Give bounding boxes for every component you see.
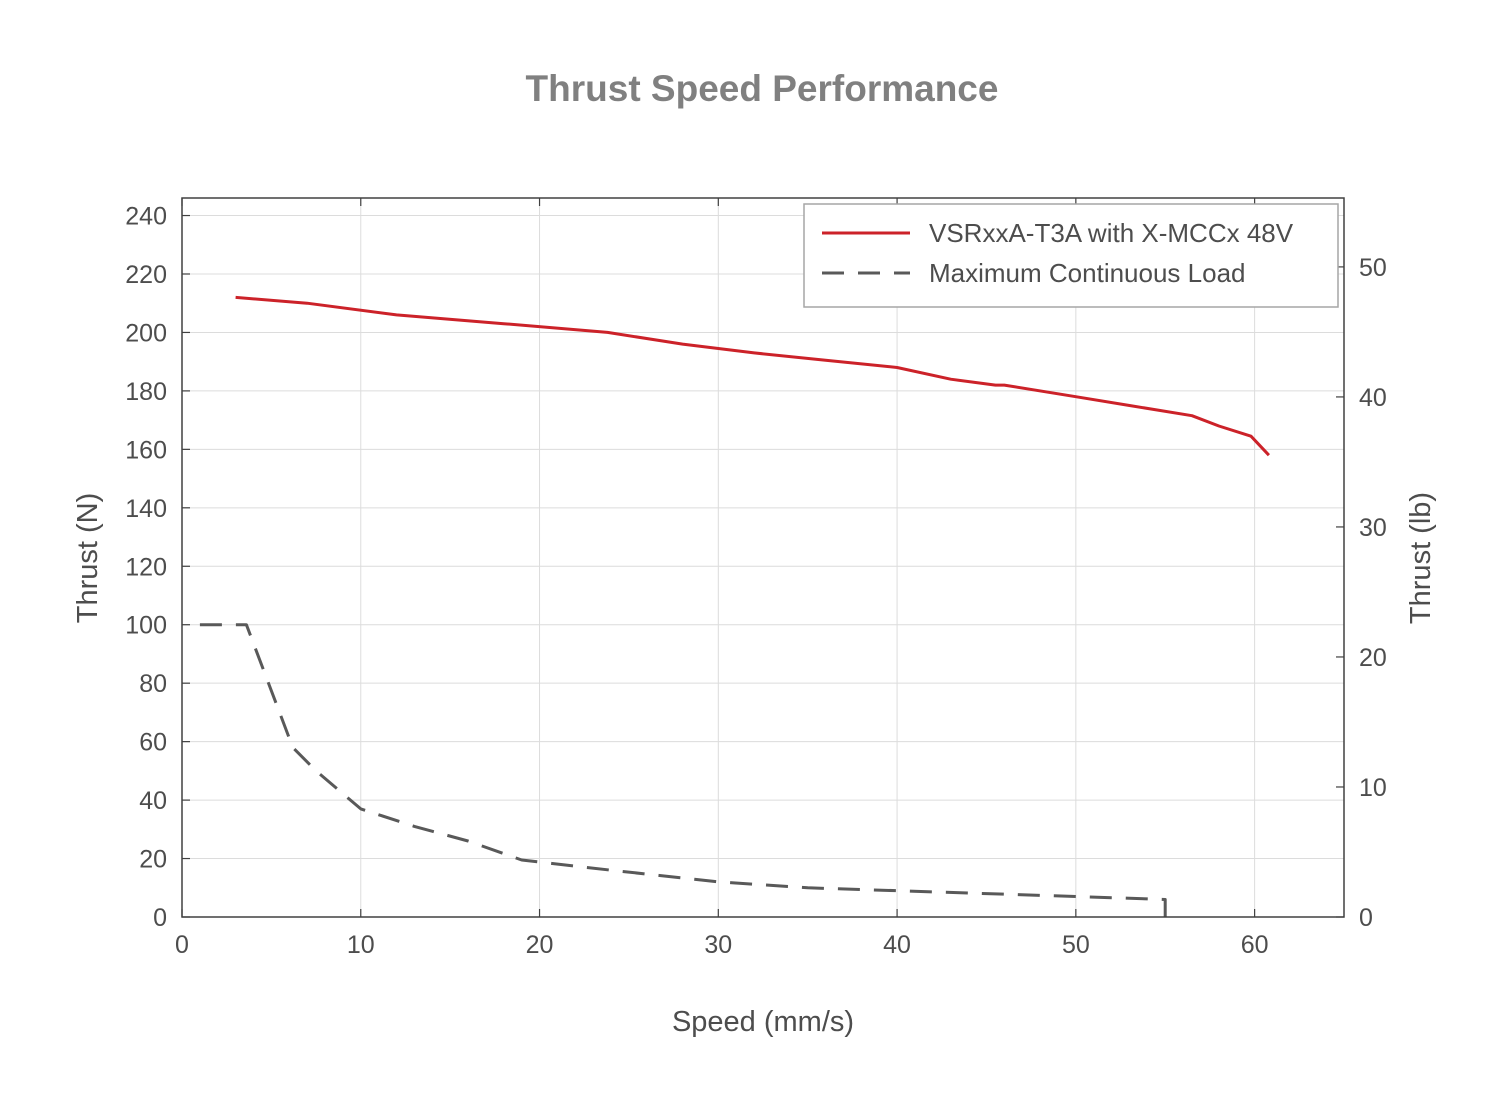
x-tick-label: 50 — [1062, 931, 1090, 959]
x-tick-label: 40 — [883, 931, 911, 959]
y2-axis-ticks: 0 10 20 30 40 50 — [1336, 254, 1387, 932]
y-tick-label: 180 — [125, 378, 167, 406]
x-tick-label: 10 — [347, 931, 375, 959]
legend-box — [803, 203, 1339, 308]
y-tick-label: 60 — [139, 729, 167, 757]
x-tick-label: 20 — [526, 931, 554, 959]
y-tick-label: 200 — [125, 319, 167, 347]
y-tick-label: 40 — [139, 787, 167, 815]
y-axis-label: Thrust (N) — [72, 493, 104, 624]
y2-tick-label: 30 — [1359, 514, 1387, 542]
grid-lines — [181, 198, 1344, 917]
plot-frame — [181, 197, 1345, 918]
chart-title: Thrust Speed Performance — [526, 68, 999, 109]
legend: VSRxxA-T3A with X-MCCx 48V Maximum Conti… — [803, 203, 1339, 308]
y2-tick-label: 10 — [1359, 774, 1387, 802]
series-line-max-continuous-load — [199, 623, 1167, 917]
y-tick-label: 0 — [153, 904, 167, 932]
legend-label-vsrxxa: VSRxxA-T3A with X-MCCx 48V — [929, 218, 1294, 248]
y-tick-label: 160 — [125, 436, 167, 464]
x-tick-label: 30 — [704, 931, 732, 959]
y-tick-label: 140 — [125, 495, 167, 523]
legend-label-max-continuous-load: Maximum Continuous Load — [929, 258, 1246, 288]
y-tick-label: 240 — [125, 203, 167, 231]
series-line-vsrxxa — [235, 295, 1270, 457]
y-axis-ticks: 0 20 40 60 80 100 120 140 160 180 200 220 240 — [125, 203, 190, 932]
y2-tick-label: 40 — [1359, 384, 1387, 412]
y2-tick-label: 50 — [1359, 254, 1387, 282]
y-tick-label: 20 — [139, 846, 167, 874]
y-tick-label: 80 — [139, 670, 167, 698]
y2-tick-label: 0 — [1359, 904, 1373, 932]
y-tick-label: 120 — [125, 553, 167, 581]
y2-tick-label: 20 — [1359, 644, 1387, 672]
y-tick-label: 220 — [125, 261, 167, 289]
y-tick-label: 100 — [125, 612, 167, 640]
y2-axis-label: Thrust (lb) — [1405, 492, 1437, 624]
x-axis-ticks: 0 10 20 30 40 50 60 — [175, 198, 1269, 959]
series-lines — [199, 295, 1270, 917]
x-tick-label: 0 — [175, 931, 189, 959]
x-axis-label: Speed (mm/s) — [672, 1006, 854, 1038]
x-tick-label: 60 — [1241, 931, 1269, 959]
